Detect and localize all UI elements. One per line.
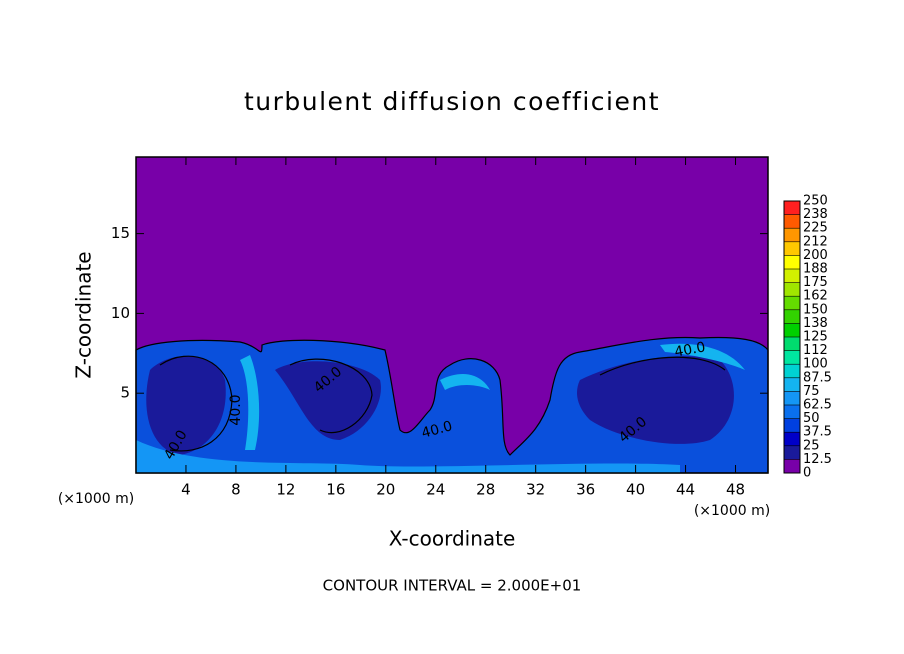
x-tick-label: 4 (181, 481, 191, 499)
x-tick-label: 48 (726, 481, 745, 499)
contour-label: 40.0 (673, 339, 706, 360)
colorbar-label: 162 (803, 289, 828, 304)
colorbar-label: 50 (803, 411, 820, 426)
x-unit: (×1000 m) (58, 491, 134, 507)
x-tick-label: 44 (676, 481, 695, 499)
colorbar-band (784, 432, 800, 446)
colorbar-label: 87.5 (803, 370, 832, 385)
colorbar-label: 75 (803, 384, 820, 399)
x-tick-label: 28 (476, 481, 495, 499)
colorbar-band (784, 241, 800, 256)
colorbar-label: 125 (803, 330, 828, 345)
colorbar-band (784, 337, 800, 351)
y-tick-label: 15 (111, 224, 130, 242)
plot-frame (135, 156, 769, 474)
colorbar-band (784, 459, 800, 473)
colorbar-label: 37.5 (803, 425, 832, 440)
x-tick-label: 20 (376, 481, 395, 499)
colorbar-band (784, 228, 800, 242)
contour-label: 40.0 (228, 394, 244, 425)
colorbar-label: 212 (803, 234, 828, 249)
colorbar-label: 225 (803, 221, 828, 236)
colorbar-band (784, 255, 800, 269)
colorbar-label: 112 (803, 343, 828, 358)
colorbar-label: 175 (803, 275, 828, 290)
y-tick-label: 5 (120, 384, 130, 402)
chart-title: turbulent diffusion coefficient (244, 87, 660, 116)
colorbar-band (784, 309, 800, 324)
colorbar-label: 150 (803, 302, 828, 317)
x-tick-label: 40 (626, 481, 645, 499)
colorbar-band (784, 269, 800, 283)
note: CONTOUR INTERVAL = 2.000E+01 (323, 577, 582, 595)
colorbar-band (784, 214, 800, 229)
colorbar-band (784, 201, 800, 215)
colorbar-label: 12.5 (803, 452, 832, 467)
y-tick-label: 10 (111, 304, 130, 322)
colorbar-band (784, 323, 800, 337)
x-tick-label: 24 (426, 481, 445, 499)
colorbar-label: 100 (803, 357, 828, 372)
x-unit: (×1000 m) (694, 503, 770, 519)
x-tick-label: 36 (576, 481, 595, 499)
plot-area: 40.040.040.040.0 40.040.0 (135, 156, 769, 474)
x-tick-label: 32 (526, 481, 545, 499)
colorbar-label: 200 (803, 248, 828, 263)
colorbar-label: 238 (803, 207, 828, 222)
colorbar-label: 250 (803, 194, 828, 209)
colorbar-label: 25 (803, 438, 820, 453)
colorbar-label: 138 (803, 316, 828, 331)
x-tick-label: 16 (326, 481, 345, 499)
colorbar-band (784, 282, 800, 297)
contour-label: 40.0 (420, 418, 454, 442)
field (135, 336, 769, 474)
colorbar-band (784, 364, 800, 378)
colorbar-band (784, 445, 800, 460)
colorbar-label: 188 (803, 262, 828, 277)
colorbar-band (784, 296, 800, 310)
y-axis-label: Z-coordinate (72, 251, 96, 378)
colorbar-band (784, 350, 800, 365)
x-tick-label: 8 (231, 481, 241, 499)
colorbar-band (784, 405, 800, 419)
x-tick-label: 12 (276, 481, 295, 499)
colorbar-band (784, 418, 800, 433)
colorbar-band (784, 377, 800, 392)
colorbar-band (784, 391, 800, 405)
x-axis-label: X-coordinate (389, 527, 516, 551)
colorbar-label: 62.5 (803, 398, 832, 413)
colorbar-label: 0 (803, 466, 811, 481)
